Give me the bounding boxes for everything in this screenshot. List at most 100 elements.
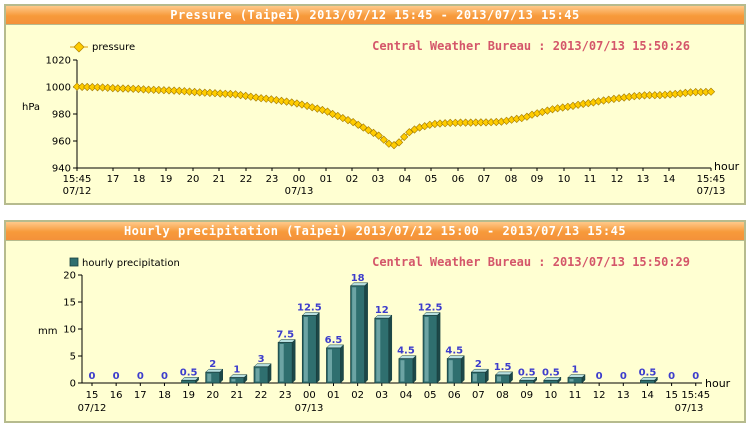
pressure-point [440,119,450,128]
x-tick-label: 06 [452,174,465,185]
x-date-label: 07/13 [697,186,726,197]
pressure-point [241,91,250,101]
x-tick-label: 12 [593,390,606,401]
x-tick-label: 03 [375,390,388,401]
bar-side [291,338,296,384]
x-tick-label: 23 [279,390,292,401]
bar-highlight [207,373,212,382]
pressure-point [625,92,634,102]
pressure-point [93,83,102,92]
pressure-point [277,96,286,106]
pressure-point [558,103,567,112]
data-label: 0 [161,371,168,382]
data-label: 0.5 [180,367,198,378]
x-tick-label: 18 [133,174,146,185]
legend-marker [73,41,85,53]
x-tick-label: 12 [611,174,624,185]
data-label: 0 [692,371,699,382]
pressure-point [256,94,266,103]
data-label: 0.5 [518,367,536,378]
pressure-point [640,91,649,100]
bar-side [461,355,465,384]
x-tick-label: 00 [293,174,306,185]
data-label: 12 [375,305,389,316]
bar-highlight [448,360,453,382]
bar-side [267,363,272,384]
y-tick-label: 980 [52,110,71,121]
pressure-point [466,118,475,127]
pressure-point [267,95,276,104]
pressure-point [691,87,700,97]
pressure-point [77,82,87,92]
precip-bar [470,371,486,384]
pressure-point [164,86,174,95]
pressure-point [599,96,608,105]
x-tick-label: 09 [520,390,533,401]
x-tick-label: 21 [231,390,244,401]
data-label: 0.5 [542,367,560,378]
precip-bar [567,377,583,384]
data-label: 3 [258,354,265,365]
pressure-panel-title: Pressure (Taipei) 2013/07/12 15:45 - 201… [6,6,744,25]
x-tick-label: 06 [448,390,461,401]
x-tick-label: 08 [505,174,518,185]
pressure-point [676,89,685,98]
x-tick-label: 15 [86,390,99,401]
pressure-point [72,82,82,91]
precip-bar [640,379,655,384]
data-label: 0 [137,371,144,382]
pressure-line [76,86,712,146]
pressure-point [686,88,695,97]
x-tick-label: 22 [255,390,268,401]
data-label: 2 [475,359,482,370]
data-label: 2 [209,359,216,370]
pressure-point [129,84,138,93]
x-tick-label: 13 [637,174,650,185]
pressure-point [369,128,378,138]
pressure-point [573,100,583,109]
x-tick-label: 08 [496,390,509,401]
pressure-point [671,89,680,99]
x-date-label: 07/12 [63,186,92,197]
pressure-point [486,118,496,127]
data-label: 0 [89,371,96,382]
pressure-point [190,87,199,97]
pressure-point [226,89,235,99]
bar-highlight [303,317,308,382]
data-label: 4.5 [397,346,415,357]
y-axis-label: hPa [22,102,40,113]
x-tick-label: 19 [160,174,173,185]
y-tick-label: 5 [70,352,76,363]
pressure-point [103,83,112,92]
x-tick-label: 02 [346,174,359,185]
x-tick-label: 22 [240,174,253,185]
bureau-stamp: Central Weather Bureau : 2013/07/13 15:5… [372,39,690,53]
y-tick-label: 15 [63,298,76,309]
pressure-point [660,90,670,99]
pressure-point [180,87,189,96]
bar-side [388,314,393,384]
x-tick-label: 23 [266,174,279,185]
precip-bar [181,379,197,384]
pressure-point [231,90,240,99]
pressure-point [185,87,194,96]
legend-swatch [69,257,79,267]
pressure-point [246,92,255,101]
x-axis-label: hour [714,160,740,173]
data-label: 1 [233,365,240,376]
y-axis-label: mm [38,326,57,337]
data-label: 7.5 [276,330,294,341]
data-label: 18 [351,273,365,284]
pressure-point [236,90,245,100]
data-label: 12.5 [418,303,443,314]
pressure-point [563,102,572,111]
y-tick-label: 20 [63,271,76,282]
pressure-point [446,118,455,128]
x-tick-label: 17 [134,390,147,401]
x-tick-label: 15:45 [63,174,92,185]
pressure-chart: Central Weather Bureau : 2013/07/13 15:5… [22,39,740,197]
pressure-point [200,88,209,97]
data-label: 4.5 [445,346,463,357]
x-date-label: 07/13 [285,186,314,197]
pressure-point [175,86,184,96]
